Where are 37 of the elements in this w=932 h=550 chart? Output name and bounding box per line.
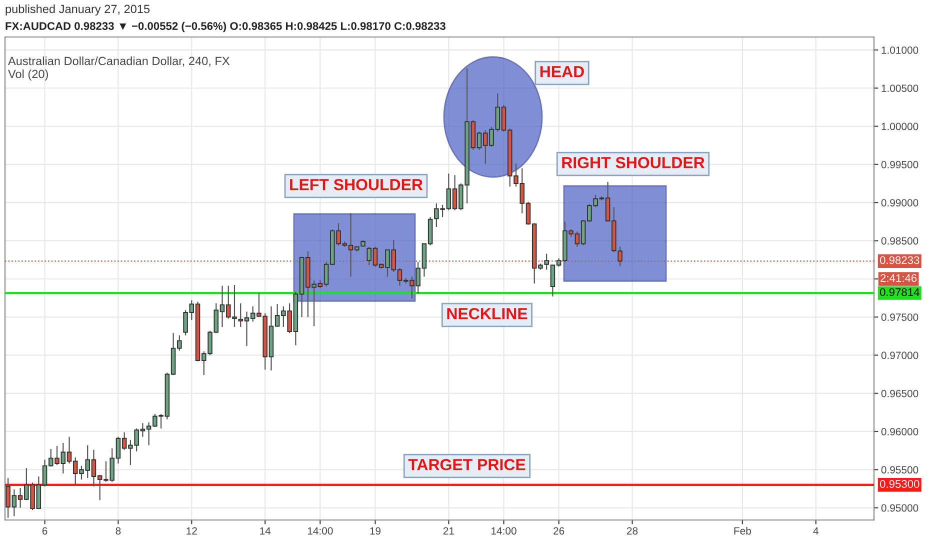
y-tick-label: 0.95500 [881, 466, 918, 474]
y-tick-label: 0.97500 [881, 314, 918, 321]
x-tick-label: Feb [734, 526, 751, 535]
x-tick-label: 14:00 [492, 527, 516, 535]
x-tick-label: 26 [554, 527, 564, 535]
y-tick-label: 0.99000 [881, 199, 918, 206]
chart-subtitle: FX:AUDCAD 0.98233 ▼ −0.00552 (−0.56%) O:0.98365 H:0.98425 L:0.98170 C:0.98233 [6, 22, 446, 32]
x-tick-label: 14 [260, 527, 271, 534]
y-tick-label: 0.96500 [881, 390, 918, 398]
x-tick-label: 12 [186, 527, 197, 534]
y-tick-label: 0.96000 [881, 428, 918, 436]
x-tick-label: 14:00 [308, 527, 333, 535]
x-tick-label: 8 [116, 527, 121, 535]
annotation: TARGET PRICE [408, 458, 526, 470]
annotation: LEFT SHOULDER [290, 178, 423, 190]
y-tick-label: 0.99500 [881, 160, 918, 168]
x-tick-label: 6 [42, 527, 48, 535]
annotation: Vol (20) [8, 70, 48, 80]
x-tick-label: 21 [443, 527, 454, 534]
text: published January 27, 2015 [6, 4, 150, 16]
annotation: HEAD [540, 66, 584, 78]
y-tick-label: 0.97000 [881, 352, 918, 360]
ref-line-label: 0.95300 [880, 480, 920, 488]
annotation: RIGHT SHOULDER [562, 156, 705, 168]
x-tick-label: 19 [370, 527, 381, 535]
y-tick-label: 0.98500 [881, 237, 918, 245]
x-tick-label: 4 [813, 527, 818, 534]
y-tick-label: 1.01000 [882, 46, 918, 54]
y-tick-label: 1.00000 [882, 122, 918, 130]
y-tick-label: 0.95000 [881, 504, 918, 512]
x-tick-label: 28 [627, 527, 638, 535]
annotation: NECKLINE [447, 308, 528, 320]
text: Australian Dollar/Canadian Dollar, 240, FX [8, 56, 230, 67]
ref-line-label: 0.97814 [880, 288, 920, 296]
text: 2:41:46 [880, 274, 917, 282]
ref-line-label: 0.98233 [880, 256, 920, 264]
y-tick-label: 1.00500 [882, 84, 918, 92]
